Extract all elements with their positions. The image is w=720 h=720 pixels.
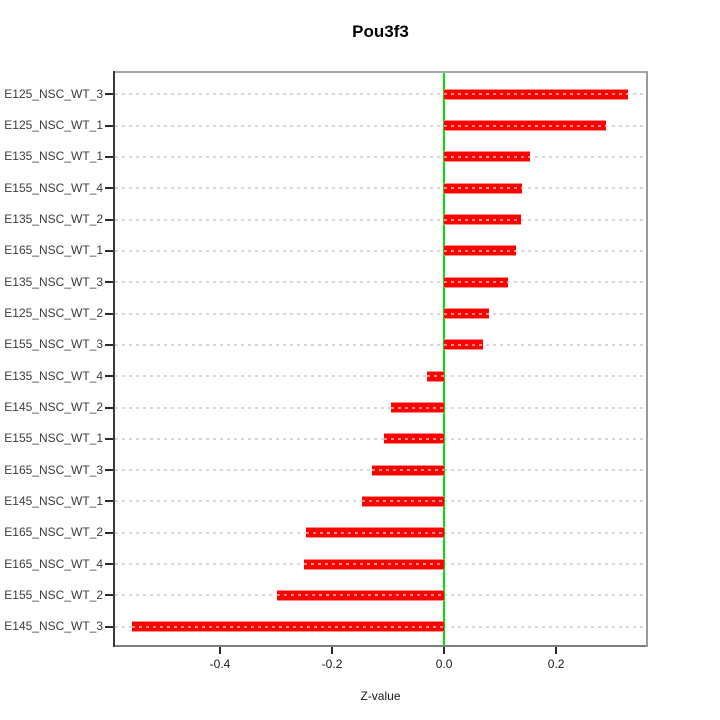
y-tick — [105, 93, 113, 96]
bar — [444, 214, 522, 226]
x-tick — [443, 647, 446, 654]
y-tick — [105, 218, 113, 221]
y-axis-line — [113, 71, 115, 647]
bar — [304, 558, 445, 570]
category-label: E165_NSC_WT_3 — [4, 462, 103, 477]
row-gridline — [115, 437, 646, 440]
bar — [306, 527, 445, 539]
bar — [444, 120, 606, 132]
row-gridline — [115, 375, 646, 378]
category-label: E145_NSC_WT_1 — [4, 493, 103, 508]
row-gridline — [115, 93, 646, 96]
row-gridline — [115, 124, 646, 127]
y-tick — [105, 406, 113, 409]
category-label: E125_NSC_WT_2 — [4, 306, 103, 321]
y-tick — [105, 500, 113, 503]
y-tick — [105, 531, 113, 534]
bar — [444, 276, 508, 288]
bar — [384, 433, 445, 445]
row-gridline — [115, 312, 646, 315]
category-label: E145_NSC_WT_2 — [4, 400, 103, 414]
category-label: E155_NSC_WT_3 — [4, 337, 103, 352]
category-label: E125_NSC_WT_3 — [4, 86, 103, 101]
y-tick — [105, 249, 113, 252]
row-gridline — [115, 218, 646, 221]
bar — [444, 151, 531, 163]
category-label: E135_NSC_WT_2 — [4, 212, 103, 227]
category-label: E135_NSC_WT_3 — [4, 274, 103, 289]
x-tick-label: 0.0 — [435, 657, 453, 671]
y-tick — [105, 155, 113, 158]
category-label: E165_NSC_WT_4 — [4, 556, 103, 571]
bar — [444, 308, 489, 320]
row-gridline — [115, 406, 646, 409]
category-label: E155_NSC_WT_4 — [4, 180, 103, 195]
y-tick — [105, 563, 113, 566]
y-tick — [105, 124, 113, 127]
x-tick-label: -0.2 — [321, 657, 343, 671]
row-gridline — [115, 187, 646, 190]
x-tick-label: -0.4 — [209, 657, 231, 671]
x-tick — [219, 647, 221, 654]
y-tick — [105, 281, 113, 284]
plot-border-top — [113, 71, 648, 73]
category-label: E135_NSC_WT_1 — [4, 149, 103, 164]
zero-reference-line — [443, 73, 446, 645]
category-label: E165_NSC_WT_2 — [4, 525, 103, 540]
chart-title: Pou3f3 — [352, 22, 409, 41]
category-label: E155_NSC_WT_1 — [4, 431, 103, 446]
y-tick — [105, 312, 113, 315]
row-gridline — [115, 343, 646, 346]
category-label: E145_NSC_WT_3 — [4, 619, 103, 634]
plot-border-right — [646, 71, 648, 647]
y-tick — [105, 594, 113, 597]
bar — [390, 402, 445, 413]
category-label: E165_NSC_WT_1 — [4, 243, 103, 258]
x-tick-label: 0.2 — [547, 657, 565, 671]
y-tick — [105, 469, 113, 472]
category-label: E125_NSC_WT_1 — [4, 118, 103, 133]
bar — [371, 464, 445, 476]
bar — [444, 339, 484, 351]
row-gridline — [115, 155, 646, 158]
row-gridline — [115, 281, 646, 284]
bar — [362, 495, 445, 507]
category-label: E135_NSC_WT_4 — [4, 368, 103, 383]
x-tick — [555, 647, 558, 654]
row-gridline — [115, 249, 646, 252]
y-tick — [105, 375, 113, 378]
bar — [132, 621, 445, 633]
plot-border-bottom — [113, 645, 648, 647]
x-axis-label: Z-value — [360, 689, 401, 703]
bar — [444, 182, 522, 194]
bar — [444, 245, 516, 257]
bar — [427, 370, 445, 382]
x-tick — [331, 647, 334, 654]
y-tick — [105, 343, 113, 346]
category-label: E155_NSC_WT_2 — [4, 587, 103, 602]
y-tick — [105, 437, 113, 440]
plot-area — [113, 71, 648, 647]
bar — [277, 589, 445, 601]
y-tick — [105, 187, 113, 190]
bar — [444, 88, 629, 100]
y-tick — [105, 625, 113, 628]
